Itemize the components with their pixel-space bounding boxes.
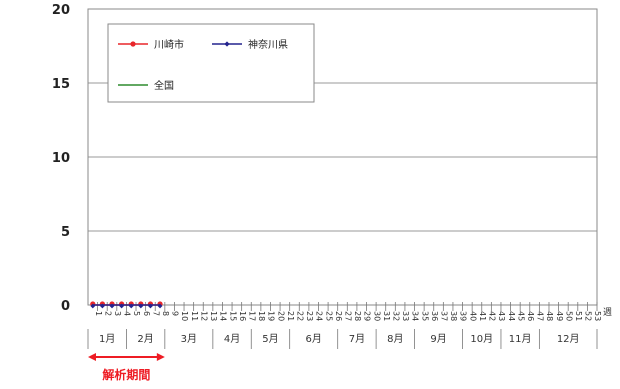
legend-marker [224,41,230,47]
x-tick-label: 42 [488,311,497,321]
x-tick-label: 47 [536,311,545,321]
month-label: 2月 [137,333,153,345]
x-tick-label: 6 [142,311,151,316]
x-tick-label: 29 [363,311,372,321]
x-tick-label: 36 [430,311,439,321]
x-tick-label: 20 [276,311,285,321]
month-label: 8月 [387,333,403,345]
x-tick-label: 52 [584,311,593,321]
legend-label: 川崎市 [154,38,184,51]
x-tick-label: 37 [440,311,449,321]
y-tick-label: 20 [52,3,70,18]
x-tick-label: 35 [420,311,429,321]
x-tick-label: 22 [295,311,304,321]
x-tick-label: 10 [180,311,189,321]
month-label: 9月 [430,333,446,345]
x-tick-label: 16 [238,311,247,321]
x-tick-label: 14 [219,311,228,321]
x-tick-label: 24 [315,311,324,321]
x-tick-label: 40 [468,311,477,321]
month-label: 10月 [470,333,493,345]
x-tick-label: 44 [507,311,516,321]
x-tick-label: 23 [305,311,314,321]
x-axis-unit: 週 [603,307,612,318]
x-tick-label: 30 [372,311,381,321]
y-tick-label: 10 [52,151,70,166]
plot-frame [87,8,598,306]
data-point-2 [119,303,125,309]
x-tick-label: 26 [334,311,343,321]
x-tick-label: 34 [411,311,420,321]
data-point-2 [148,303,153,309]
x-tick-label: 43 [497,311,506,321]
x-tick-label: 4 [123,311,132,316]
x-tick-label: 17 [247,311,256,321]
x-tick-label: 11 [190,311,199,321]
x-tick-label: 25 [324,311,333,321]
x-tick-label: 1 [94,311,103,316]
x-tick-label: 8 [161,311,170,316]
x-tick-label: 53 [593,311,602,321]
x-tick-label: 50 [564,311,573,321]
data-point-2 [138,303,144,309]
x-tick-label: 5 [132,311,141,316]
x-tick-label: 41 [478,311,487,321]
legend-marker [130,41,136,47]
x-tick-label: 7 [151,311,160,316]
month-label: 12月 [557,333,580,345]
x-tick-label: 31 [382,311,391,321]
x-tick-label: 32 [392,311,401,321]
month-label: 11月 [509,333,532,345]
x-tick-label: 3 [113,311,122,316]
x-tick-label: 13 [209,311,218,321]
legend-label: 全国 [154,79,174,92]
data-point-2 [109,303,115,309]
y-tick-label: 5 [61,225,70,240]
month-label: 3月 [181,333,197,345]
month-label: 7月 [349,333,365,345]
y-tick-label: 15 [52,77,70,92]
x-tick-label: 9 [171,311,180,316]
x-tick-label: 15 [228,311,237,321]
legend-label: 神奈川県 [248,38,288,51]
x-tick-label: 45 [516,311,525,321]
x-tick-label: 28 [353,311,362,321]
data-point-2 [128,303,134,309]
legend-box [107,23,315,103]
x-tick-label: 2 [103,311,112,316]
data-point-2 [90,303,96,309]
x-tick-label: 46 [526,311,535,321]
annotation-arrow-head-right [156,353,165,361]
x-tick-label: 12 [199,311,208,321]
x-tick-label: 38 [449,311,458,321]
annotation-label: 解析期間 [102,367,150,382]
month-label: 5月 [262,333,278,345]
month-label: 4月 [224,333,240,345]
x-tick-label: 51 [574,311,583,321]
y-tick-label: 0 [61,299,70,314]
month-label: 6月 [306,333,322,345]
x-tick-label: 33 [401,311,410,321]
x-tick-label: 27 [344,311,353,321]
x-tick-label: 18 [257,311,266,321]
data-point-2 [100,303,105,309]
x-tick-label: 49 [555,311,564,321]
x-tick-label: 19 [267,311,276,321]
x-tick-label: 21 [286,311,295,321]
data-point-2 [157,303,163,309]
x-tick-label: 39 [459,311,468,321]
annotation-arrow-head-left [88,353,96,361]
month-label: 1月 [99,333,115,345]
x-tick-label: 48 [545,311,554,321]
